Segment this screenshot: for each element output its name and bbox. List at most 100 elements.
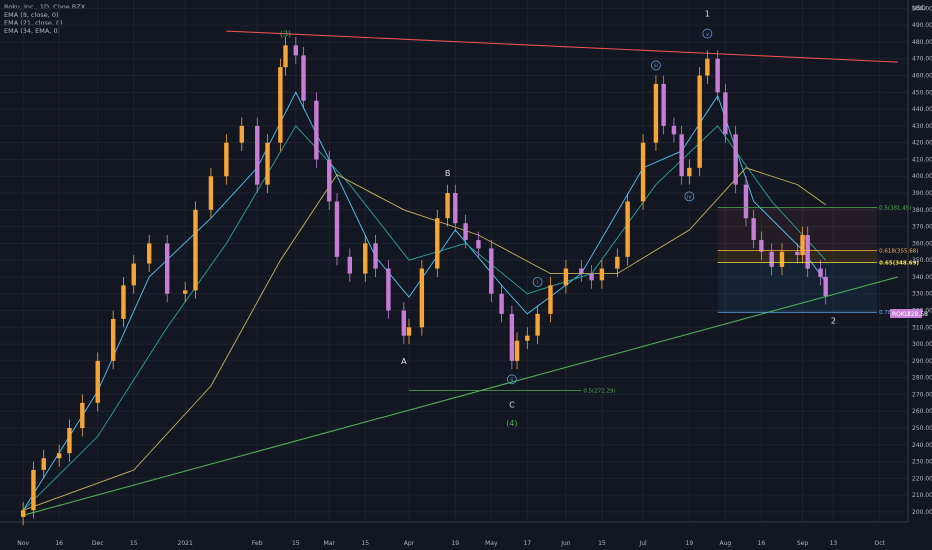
x-tick-label: Sep [797, 540, 809, 547]
y-tick-label: 430.00 [912, 123, 932, 130]
currency-label: USD [912, 4, 926, 12]
y-tick-label: 380.00 [912, 207, 932, 214]
y-tick-label: 280.00 [912, 375, 932, 382]
y-tick-label: 200.00 [912, 509, 932, 516]
price-axis[interactable]: USD 200.00 210.00 220.00 230.00 240.00 250.00… [912, 4, 932, 516]
wave-circle [506, 374, 517, 385]
y-tick-label: 250.00 [912, 425, 932, 432]
candle-body [347, 256, 353, 274]
x-tick-label: May [485, 540, 498, 547]
candle-body [41, 458, 46, 470]
x-tick-label: Jun [560, 540, 571, 547]
candle-body [823, 276, 828, 297]
wave-label: 2 [831, 317, 836, 326]
y-tick-label: 350.00 [912, 257, 932, 264]
y-tick-label: 230.00 [912, 459, 932, 466]
support-trendline [23, 276, 898, 516]
y-tick-label: 240.00 [912, 442, 932, 449]
trend-lines[interactable] [23, 30, 898, 516]
candle-body [314, 100, 319, 160]
candle-body [499, 293, 504, 314]
wave-label: B [445, 169, 451, 178]
candle-body [363, 243, 368, 274]
candle-body [715, 58, 720, 93]
legend-ema34[interactable]: EMA (34, EMA, 0) [4, 27, 61, 35]
y-tick-label: 220.00 [912, 475, 932, 482]
y-tick-label: 460.00 [912, 73, 932, 80]
candle-body [293, 45, 299, 56]
x-tick-label: Feb [252, 540, 263, 547]
candle-body [453, 193, 458, 224]
candle-body [579, 268, 584, 274]
candle-body [640, 142, 646, 202]
candle-body [599, 268, 605, 281]
candle-body [56, 453, 62, 459]
candle-body [705, 58, 710, 76]
candle-body [224, 142, 229, 177]
x-tick-label: 15 [292, 540, 300, 547]
candle-body [679, 134, 684, 177]
candle-body [373, 243, 378, 269]
y-tick-label: 490.00 [912, 22, 932, 29]
candle-body [615, 256, 620, 269]
candle-body [795, 251, 800, 256]
y-tick-label: 210.00 [912, 492, 932, 499]
legend-ema21[interactable]: EMA (21, close, 0) [4, 19, 63, 27]
fib-level-label: 0.65(348.69) [879, 260, 919, 266]
candle-body [445, 193, 450, 219]
candle-body [401, 310, 407, 336]
candle-body [759, 240, 764, 252]
candle-body [265, 142, 270, 185]
candle-body [697, 75, 702, 168]
candle-body [805, 234, 810, 269]
y-tick-label: 420.00 [912, 140, 932, 147]
candle-body [164, 243, 170, 294]
x-tick-label: Oct [875, 540, 886, 547]
candle-body [514, 340, 520, 361]
last-price-tag: ROKU 328.58 [890, 309, 928, 318]
y-tick-label: 340.00 [912, 274, 932, 281]
candle-body [723, 92, 728, 135]
ema-line-0 [22, 91, 827, 511]
candle-body [800, 234, 805, 256]
candle-body [653, 83, 659, 143]
candle-body [419, 268, 425, 328]
wave-label: iii [654, 64, 659, 70]
candle-body [31, 469, 36, 511]
candle-body [334, 201, 340, 257]
candle-body [193, 209, 198, 291]
x-tick-label: Jul [638, 540, 647, 547]
wave-label: ii [510, 378, 514, 384]
wave-label: 1 [705, 9, 710, 18]
resistance-trendline [226, 30, 898, 63]
wave-label: iv [687, 195, 693, 201]
y-tick-label: 290.00 [912, 358, 932, 365]
ema-line-1 [22, 125, 827, 511]
y-tick-label: 440.00 [912, 106, 932, 113]
candle-body [661, 83, 666, 126]
candle-body [548, 285, 553, 314]
candle-body [525, 335, 530, 341]
wave-label: (3) [280, 30, 291, 39]
legend-symbol[interactable]: Roku, Inc., 1D, Cboe BZX [4, 3, 86, 11]
candle-body [327, 159, 332, 202]
candle-body [509, 313, 515, 361]
wave-label: v [706, 32, 710, 38]
wave-circle [684, 191, 695, 202]
x-tick-label: 16 [758, 540, 766, 547]
time-axis[interactable]: Nov 16 Dec 15 2021 Feb 15 Mar 15 Apr 19 May 17 Jun 15 J… [17, 540, 885, 547]
y-tick-label: 330.00 [912, 291, 932, 298]
y-tick-label: 500.00 [912, 5, 932, 12]
candle-body [818, 268, 823, 277]
candle-body [563, 268, 569, 286]
candles [20, 36, 828, 526]
ema-line-2 [23, 167, 826, 511]
candle-body [463, 223, 468, 241]
price-tag-symbol: ROKU [892, 311, 909, 318]
wave-circle [702, 28, 713, 39]
candle-body [779, 251, 785, 267]
candle-body [80, 402, 85, 429]
y-tick-label: 410.00 [912, 156, 932, 163]
legend-ema8[interactable]: EMA (8, close, 0) [4, 11, 59, 19]
